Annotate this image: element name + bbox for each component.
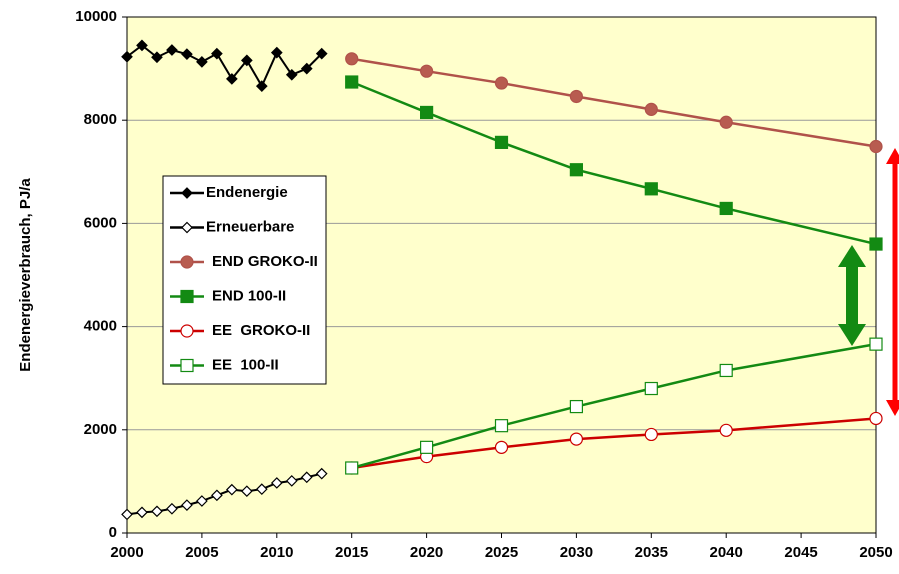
marker xyxy=(300,471,313,484)
marker xyxy=(719,363,733,378)
y-tick-label: 10000 xyxy=(75,8,117,25)
x-tick-label: 2030 xyxy=(560,544,593,561)
marker xyxy=(151,51,163,64)
marker xyxy=(181,499,193,511)
marker xyxy=(211,489,223,502)
marker xyxy=(420,64,434,78)
legend-label: END 100-II xyxy=(212,287,286,304)
arrow-head xyxy=(838,324,866,346)
marker xyxy=(180,255,194,269)
marker xyxy=(494,76,509,90)
marker xyxy=(869,411,883,426)
marker xyxy=(569,432,584,446)
x-tick-label: 2050 xyxy=(859,544,892,561)
marker xyxy=(181,221,193,234)
marker xyxy=(166,44,178,56)
marker xyxy=(226,73,238,85)
marker xyxy=(644,102,658,116)
marker xyxy=(211,47,223,60)
marker xyxy=(420,440,434,454)
marker xyxy=(869,337,883,351)
plot-border xyxy=(126,16,877,534)
marker xyxy=(644,381,658,396)
marker xyxy=(196,495,208,507)
y-tick-label: 4000 xyxy=(84,318,117,335)
y-tick-label: 2000 xyxy=(84,421,117,438)
marker xyxy=(121,50,133,63)
marker xyxy=(494,135,509,149)
x-tick-label: 2005 xyxy=(185,544,218,561)
marker xyxy=(181,48,193,61)
marker xyxy=(255,80,268,92)
marker xyxy=(196,56,208,68)
x-tick-label: 2040 xyxy=(710,544,743,561)
marker xyxy=(345,75,359,89)
x-tick-label: 2000 xyxy=(110,544,143,561)
marker xyxy=(494,440,509,454)
marker xyxy=(569,89,584,104)
legend: Endenergie Erneuerbare END GROKO-II END 100… xyxy=(162,175,327,385)
marker xyxy=(180,289,194,304)
arrow-head xyxy=(838,245,866,267)
marker xyxy=(121,508,133,521)
x-tick-label: 2035 xyxy=(635,544,668,561)
x-tick-label: 2020 xyxy=(410,544,443,561)
marker xyxy=(869,139,883,154)
marker xyxy=(719,423,733,437)
marker xyxy=(240,485,253,498)
marker xyxy=(869,237,883,251)
marker xyxy=(226,483,238,496)
marker xyxy=(345,52,359,66)
marker xyxy=(136,39,148,52)
legend-label: EE GROKO-II xyxy=(212,322,310,339)
legend-label: END GROKO-II xyxy=(212,253,318,270)
marker xyxy=(719,115,733,129)
legend-box xyxy=(162,175,327,385)
y-axis-label: Endenergieverbrauch, PJ/a xyxy=(17,178,34,372)
marker xyxy=(315,467,328,480)
marker xyxy=(270,477,283,489)
marker xyxy=(255,483,268,495)
marker xyxy=(644,182,658,196)
marker xyxy=(136,506,148,519)
legend-label: Endenergie xyxy=(206,184,288,201)
marker xyxy=(494,419,509,433)
marker xyxy=(240,54,253,67)
legend-label: EE 100-II xyxy=(212,356,279,373)
x-tick-label: 2015 xyxy=(335,544,368,561)
marker xyxy=(285,68,298,81)
marker xyxy=(420,105,434,120)
marker xyxy=(270,46,283,59)
marker xyxy=(166,502,178,515)
marker xyxy=(345,461,359,475)
arrow-head xyxy=(886,148,899,164)
marker xyxy=(151,505,163,518)
y-tick-label: 6000 xyxy=(84,214,117,231)
marker xyxy=(180,358,194,373)
marker xyxy=(569,163,584,177)
legend-label: Erneuerbare xyxy=(206,218,294,235)
x-tick-label: 2045 xyxy=(784,544,817,561)
arrow-head xyxy=(886,400,899,416)
marker xyxy=(569,399,584,414)
marker xyxy=(719,201,733,216)
marker xyxy=(644,427,658,442)
marker xyxy=(315,47,328,60)
x-tick-label: 2025 xyxy=(485,544,518,561)
marker xyxy=(285,475,298,487)
marker xyxy=(300,62,313,75)
y-tick-label: 0 xyxy=(109,524,117,541)
x-tick-label: 2010 xyxy=(260,544,293,561)
marker xyxy=(180,324,194,338)
marker xyxy=(181,187,193,199)
y-tick-label: 8000 xyxy=(84,111,117,128)
